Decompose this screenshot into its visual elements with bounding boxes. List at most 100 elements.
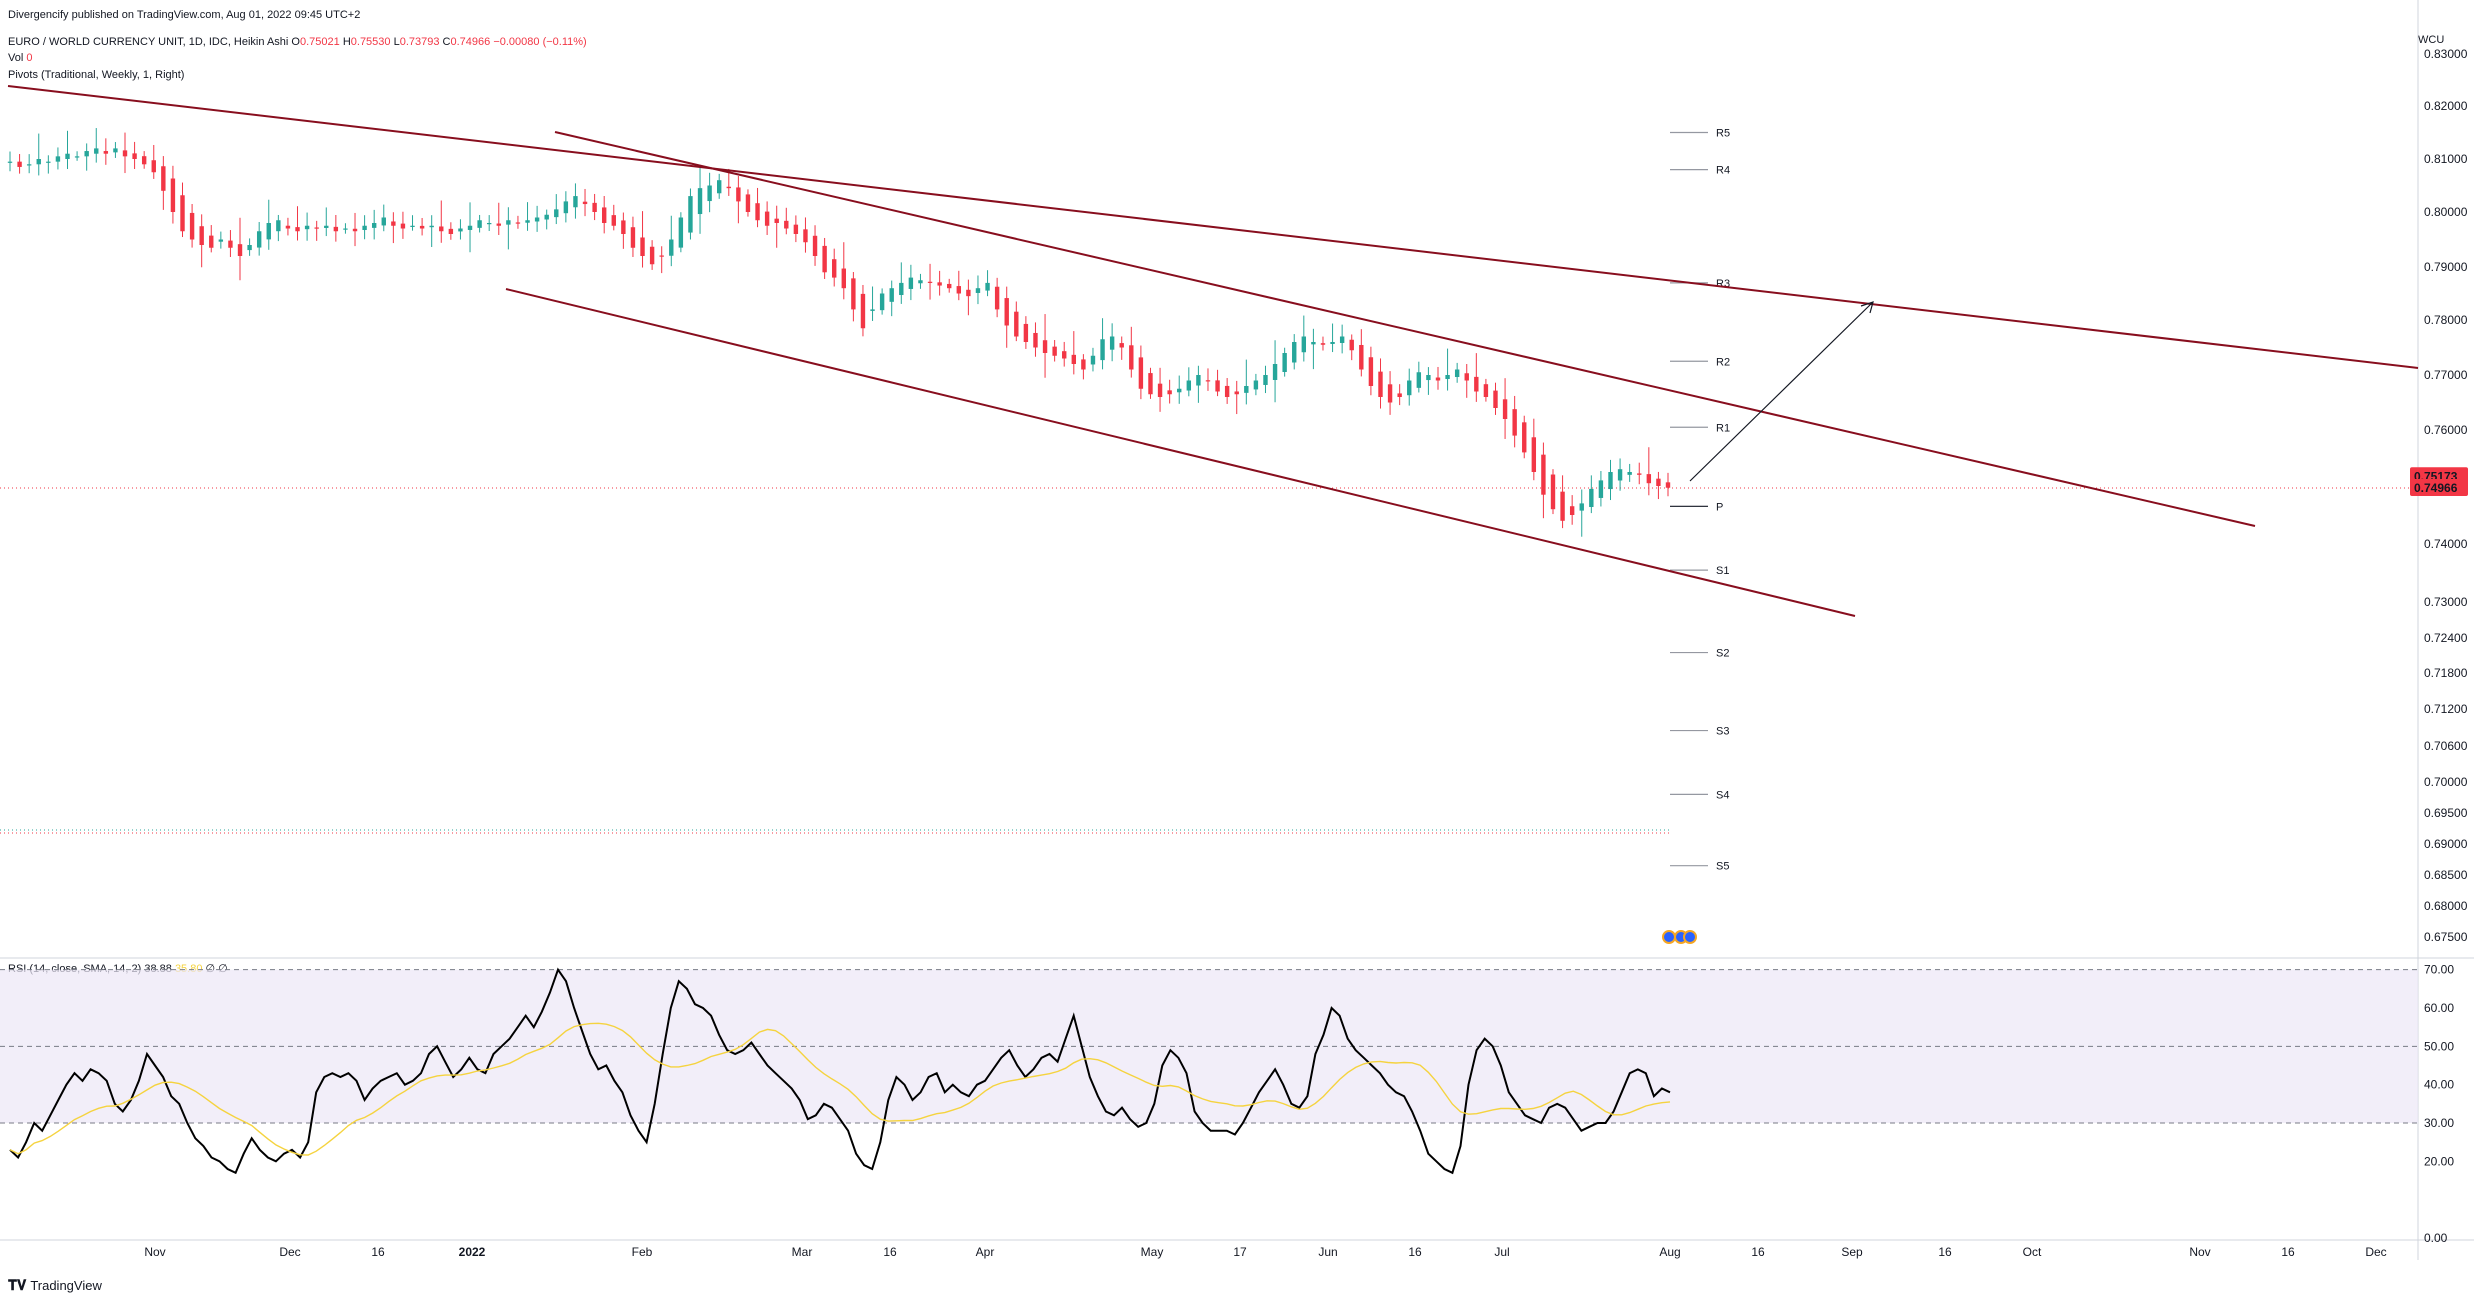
candle-body — [899, 282, 904, 296]
candle-body — [256, 231, 262, 248]
candle-body — [966, 289, 971, 297]
candle-body — [563, 201, 569, 214]
candle-body — [247, 245, 252, 251]
candle-body — [1071, 354, 1077, 364]
time-tick-label: Feb — [632, 1245, 653, 1259]
symbol-legend[interactable]: EURO / WORLD CURRENCY UNIT, 1D, IDC, Hei… — [8, 36, 587, 48]
volume-label: Vol — [8, 52, 24, 64]
symbol-title: EURO / WORLD CURRENCY UNIT, 1D, IDC, Hei… — [8, 36, 289, 48]
candle-body — [956, 286, 961, 294]
pivot-label-s2: S2 — [1716, 648, 1729, 660]
candle-body — [803, 229, 808, 243]
candle-body — [621, 220, 626, 234]
candle-body — [1196, 375, 1201, 386]
rsi-ma-line — [9, 1022, 1671, 1156]
time-tick-label: 16 — [1751, 1245, 1765, 1259]
candle-body — [304, 225, 310, 230]
candle-body — [1330, 342, 1335, 344]
candle-body — [1483, 384, 1489, 397]
candle-body — [1272, 364, 1278, 380]
price-tick-label: 0.79000 — [2424, 260, 2468, 274]
candle-body — [870, 309, 875, 311]
candle-body — [697, 188, 703, 215]
candle-body — [1416, 372, 1422, 388]
candle-body — [1339, 336, 1345, 343]
candle-body — [439, 226, 444, 232]
trendline-long-resistance — [7, 85, 2419, 369]
candle-body — [1052, 346, 1057, 356]
candle-body — [65, 153, 70, 159]
candle-body — [1397, 393, 1402, 397]
candle-body — [276, 220, 281, 232]
tradingview-logo[interactable]: 𝐓𝐕 TradingView — [8, 1277, 102, 1294]
candle-body — [1541, 454, 1546, 495]
candle-body — [1167, 390, 1172, 395]
time-tick-label: 16 — [883, 1245, 897, 1259]
rsi-tick-label: 70.00 — [2424, 963, 2454, 977]
candle-body — [918, 280, 923, 284]
candle-body — [601, 207, 607, 223]
candle-body — [534, 217, 540, 222]
candle-body — [352, 228, 358, 232]
time-tick-label: 17 — [1233, 1245, 1247, 1259]
candle-body — [889, 288, 894, 302]
candle-body — [592, 202, 597, 212]
candle-body — [544, 214, 549, 220]
volume-legend[interactable]: Vol 0 — [8, 52, 32, 64]
candle-body — [1560, 491, 1565, 521]
candle-body — [851, 278, 856, 310]
candle-body — [180, 195, 185, 232]
pivot-label-s1: S1 — [1716, 565, 1729, 577]
candle-body — [486, 223, 492, 225]
time-tick-label: Dec — [2365, 1245, 2386, 1259]
candle-body — [467, 225, 473, 230]
ohlc-key-h: H — [342, 36, 351, 48]
price-tick-label: 0.67500 — [2424, 930, 2468, 944]
candle-body — [1320, 343, 1326, 345]
candle-body — [860, 293, 866, 329]
candle-body — [1569, 506, 1575, 515]
ohlc-key-o: O — [291, 36, 300, 48]
pivots-legend[interactable]: Pivots (Traditional, Weekly, 1, Right) — [8, 69, 184, 81]
candle-body — [1224, 385, 1230, 397]
time-tick-label: Nov — [2189, 1245, 2210, 1259]
ohlc-key-l: L — [393, 36, 400, 48]
candle-body — [812, 235, 818, 256]
candle-body — [1311, 342, 1316, 345]
price-tick-label: 0.80000 — [2424, 205, 2468, 219]
time-tick-label: Sep — [1841, 1245, 1863, 1259]
time-tick-label: Jul — [1494, 1245, 1509, 1259]
time-tick-label: Dec — [279, 1245, 300, 1259]
price-tick-label: 0.70600 — [2424, 739, 2468, 753]
candle-body — [429, 225, 434, 228]
candle-body — [1004, 298, 1009, 326]
ohlc-values: O0.75021 H0.75530 L0.73793 C0.74966 — [291, 36, 493, 48]
candle-body — [1435, 377, 1441, 381]
candle-body — [1589, 488, 1594, 508]
ohlc-value-o: 0.75021 — [299, 36, 343, 48]
candle-body — [26, 164, 32, 166]
price-change: −0.00080 (−0.11%) — [493, 36, 587, 48]
candle-body — [1407, 380, 1412, 396]
candle-body — [1148, 373, 1153, 395]
candle-body — [1637, 473, 1642, 475]
candle-body — [113, 148, 118, 153]
candle-body — [525, 220, 530, 223]
candle-body — [1378, 371, 1383, 397]
event-marker-icon — [1683, 930, 1697, 944]
rsi-line — [9, 967, 1671, 1175]
price-tick-label: 0.68500 — [2424, 868, 2468, 882]
time-tick-label: Mar — [792, 1245, 813, 1259]
rsi-tick-label: 60.00 — [2424, 1001, 2454, 1015]
candle-body — [1368, 357, 1374, 386]
candle-body — [1656, 478, 1661, 486]
candle-body — [1474, 376, 1479, 392]
projection-arrow-line — [1689, 301, 1874, 482]
candle-body — [400, 223, 406, 229]
candle-body — [7, 161, 13, 163]
candle-body — [151, 160, 156, 173]
pivot-label-p: P — [1716, 501, 1723, 513]
price-tick-label: 0.74000 — [2424, 537, 2468, 551]
candle-body — [141, 156, 147, 165]
